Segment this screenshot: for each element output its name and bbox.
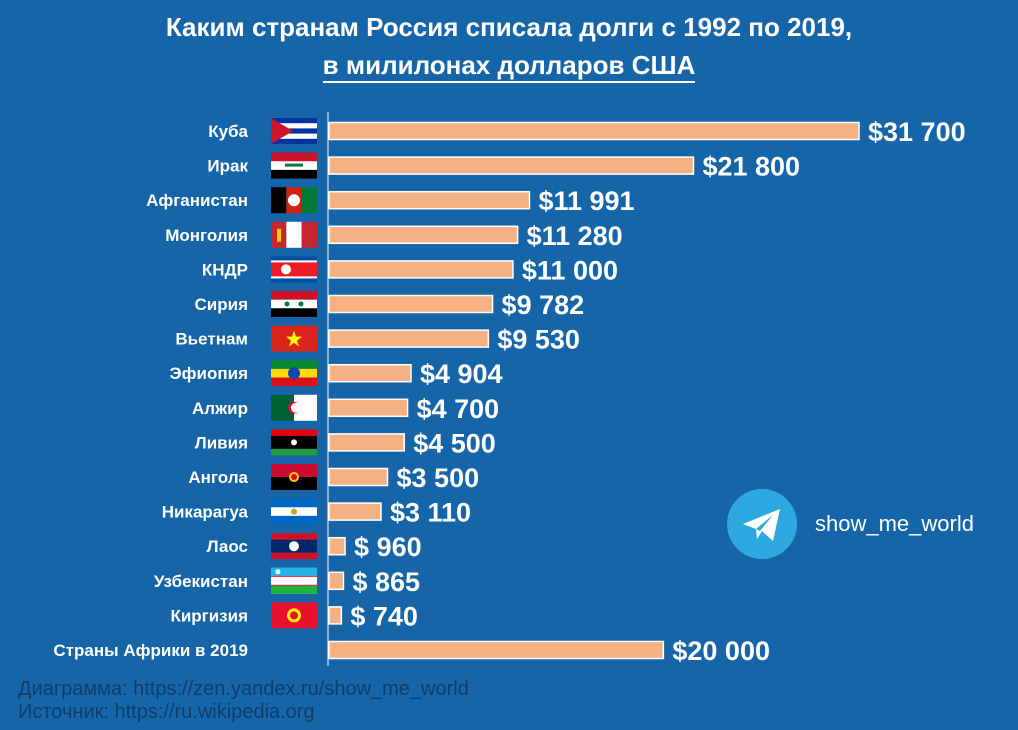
value-label: $ 865 <box>352 567 420 597</box>
kyrgyzstan-flag-icon <box>271 602 317 629</box>
category-label: Эфиопия <box>170 364 248 383</box>
syria-flag-icon <box>271 291 317 317</box>
iraq-flag-icon <box>271 152 317 179</box>
laos-flag-icon <box>271 533 317 560</box>
category-label: Никарагуа <box>162 503 249 522</box>
nicaragua-flag-icon <box>271 498 317 525</box>
mongolia-flag-icon <box>271 221 317 248</box>
bar <box>328 571 345 591</box>
angola-flag-icon <box>271 464 317 490</box>
ethiopia-flag-icon <box>271 360 317 387</box>
value-label: $11 000 <box>522 255 618 285</box>
category-label: Афганистан <box>146 191 248 210</box>
category-label: Узбекистан <box>154 572 248 591</box>
bar <box>328 433 405 452</box>
vietnam-flag-icon <box>271 325 317 352</box>
bar <box>328 502 382 521</box>
algeria-flag-icon <box>271 394 317 421</box>
category-label: Алжир <box>192 399 248 418</box>
bar <box>328 640 665 660</box>
category-label: Монголия <box>165 226 248 245</box>
category-label: Лаос <box>207 537 248 556</box>
category-label: КНДР <box>202 260 248 279</box>
value-label: $4 700 <box>417 394 500 424</box>
value-label: $ 960 <box>354 532 422 562</box>
bar <box>328 294 494 314</box>
bar <box>328 156 695 175</box>
value-label: $4 500 <box>413 428 496 458</box>
bar <box>328 260 514 279</box>
value-label: $4 904 <box>420 359 503 389</box>
dprk-flag-icon <box>271 256 317 283</box>
value-label: $20 000 <box>672 636 770 666</box>
bar <box>328 225 519 245</box>
value-label: $11 280 <box>527 221 623 251</box>
bars-layer: Куба $31 700 Ирак $21 800 Афганистан $11 991 М… <box>53 117 965 666</box>
bar <box>328 467 389 487</box>
value-label: $9 530 <box>497 325 580 355</box>
value-label: $3 500 <box>397 463 480 493</box>
category-label: Страны Африки в 2019 <box>53 641 248 660</box>
category-label: Ирак <box>207 157 248 176</box>
bar <box>328 329 490 348</box>
footer-diagram-source: Диаграмма: https://zen.yandex.ru/show_me… <box>18 678 469 700</box>
chart-title-line2-text: в милилонах долларов США <box>322 50 696 83</box>
category-label: Куба <box>208 122 248 141</box>
value-label: $3 110 <box>390 498 471 528</box>
afghanistan-flag-icon <box>271 187 317 214</box>
bar <box>328 121 860 141</box>
bar <box>328 536 346 556</box>
value-label: $31 700 <box>868 117 966 147</box>
chart-title-line2: в милилонах долларов США <box>0 50 1018 83</box>
chart-title-line1: Каким странам Россия списала долги с 199… <box>165 12 853 42</box>
bar <box>328 606 343 625</box>
libya-flag-icon <box>271 429 317 456</box>
category-label: Ангола <box>188 468 248 487</box>
bar <box>328 398 409 418</box>
value-label: $11 991 <box>538 186 634 216</box>
category-label: Вьетнам <box>175 330 248 349</box>
bar <box>328 363 412 383</box>
value-label: $9 782 <box>502 290 585 320</box>
uzbekistan-flag-icon <box>271 567 317 594</box>
value-label: $21 800 <box>702 152 800 182</box>
paper-plane-icon <box>743 509 780 541</box>
telegram-handle[interactable]: show_me_world <box>815 511 974 536</box>
telegram-icon[interactable] <box>727 489 797 559</box>
category-label: Киргизия <box>170 606 248 625</box>
category-label: Сирия <box>195 295 248 314</box>
bar <box>328 190 531 210</box>
value-label: $ 740 <box>350 601 418 631</box>
cuba-flag-icon <box>271 118 317 144</box>
footer-data-source: Источник: https://ru.wikipedia.org <box>18 701 315 723</box>
category-label: Ливия <box>195 433 248 452</box>
